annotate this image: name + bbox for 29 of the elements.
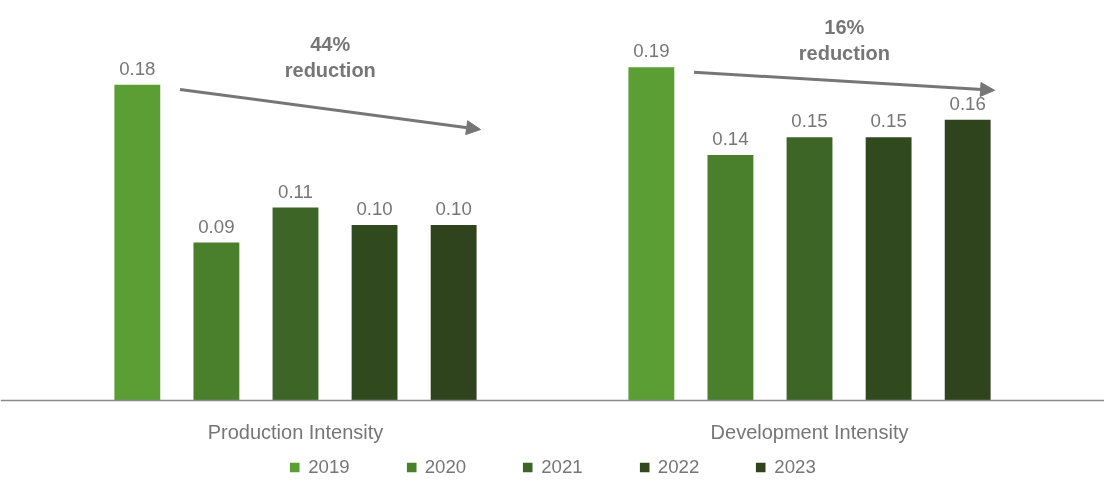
legend-label: 2023 [774, 456, 816, 478]
bar [628, 67, 675, 401]
data-label: 0.10 [435, 198, 472, 220]
legend-label: 2021 [541, 456, 583, 478]
bar [430, 225, 477, 401]
bar [865, 137, 912, 401]
data-label: 0.15 [791, 110, 828, 132]
legend-label: 2022 [657, 456, 700, 478]
bar [707, 154, 754, 401]
annotation: 44% reduction [284, 33, 376, 82]
data-label: 0.18 [119, 57, 156, 79]
bar [114, 84, 161, 401]
data-label: 0.19 [633, 40, 670, 62]
data-label: 0.10 [356, 198, 393, 220]
bar [193, 242, 240, 401]
x-tick-label: Development Intensity [710, 420, 909, 443]
data-label: 0.16 [949, 92, 986, 114]
bar [944, 119, 991, 401]
text: 16% reduction [798, 15, 890, 65]
data-label: 0.11 [278, 180, 313, 202]
x-tick-label: Production Intensity [207, 420, 384, 443]
legend-label: 2020 [424, 456, 467, 478]
data-label: 0.15 [870, 110, 907, 132]
legend-label: 2019 [308, 456, 350, 478]
bar [351, 225, 398, 401]
data-label: 0.14 [712, 127, 749, 149]
bar [786, 137, 833, 401]
data-label: 0.09 [198, 215, 235, 237]
bar [272, 207, 319, 401]
